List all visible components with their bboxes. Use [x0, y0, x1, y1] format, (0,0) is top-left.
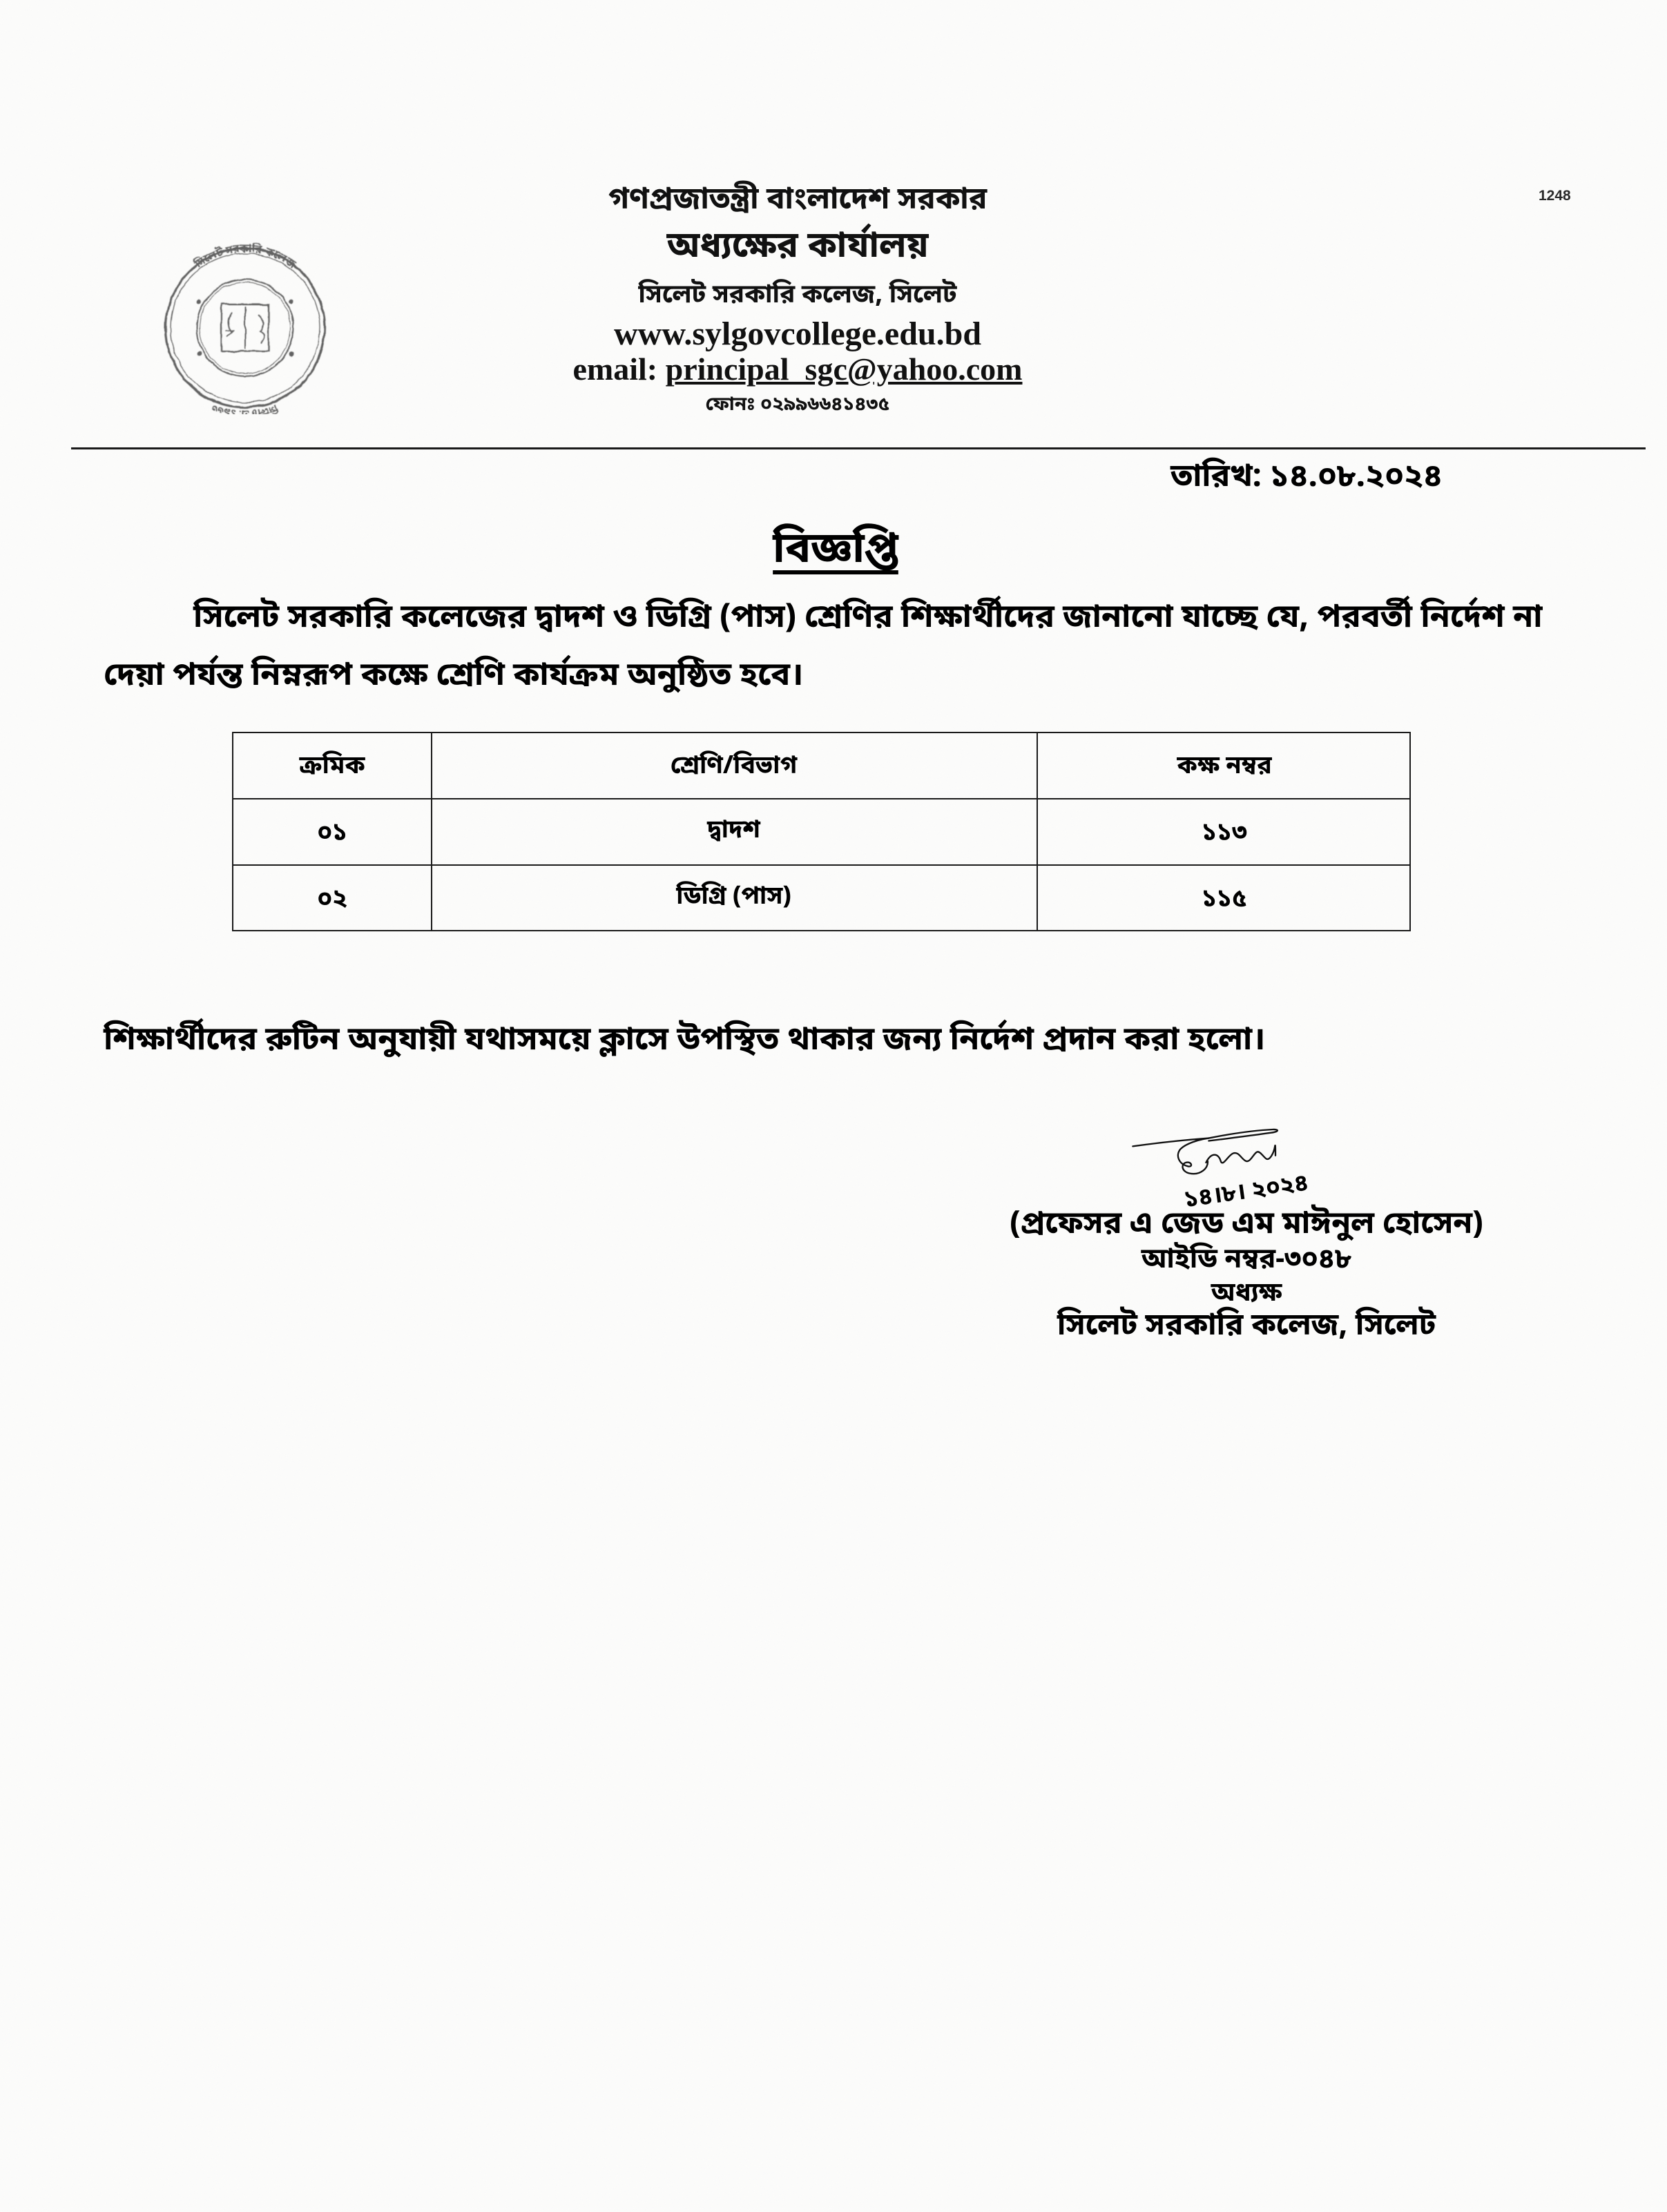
svg-text:সিলেট সরকারি কলেজ: সিলেট সরকারি কলেজ — [191, 242, 299, 273]
